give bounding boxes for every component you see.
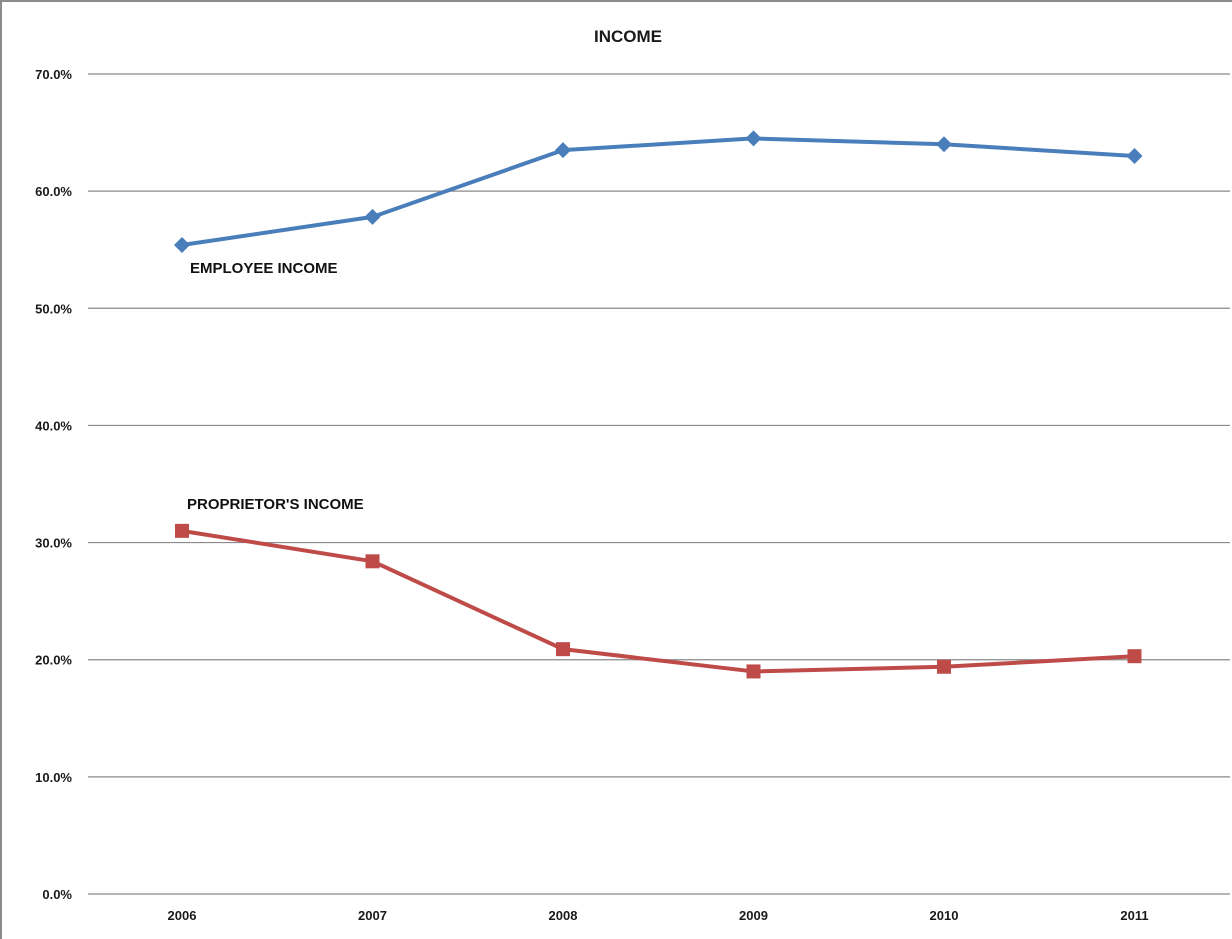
series-layer — [174, 130, 1143, 679]
y-tick-label: 70.0% — [35, 67, 72, 82]
data-point-marker — [175, 523, 189, 538]
data-point-marker — [556, 642, 570, 657]
data-point-marker — [936, 136, 952, 153]
y-tick-label: 0.0% — [42, 887, 72, 902]
y-tick-label: 30.0% — [35, 536, 72, 551]
x-tick-label: 2009 — [739, 908, 768, 923]
series-line-1 — [180, 528, 1137, 674]
data-point-marker — [365, 554, 380, 569]
x-tick-label: 2007 — [358, 908, 387, 923]
data-point-marker — [174, 237, 190, 254]
series-label-proprietors-income: PROPRIETOR'S INCOME — [187, 496, 364, 513]
y-axis-tick-labels: 0.0% 10.0% 20.0% 30.0% 40.0% 50.0% 60.0% 70.0% — [35, 67, 72, 902]
x-tick-label: 2006 — [168, 908, 197, 923]
data-point-marker — [364, 208, 381, 225]
chart-title: INCOME — [594, 27, 662, 46]
y-tick-label: 10.0% — [35, 770, 72, 785]
data-point-marker — [745, 130, 762, 147]
data-point-marker — [937, 659, 951, 674]
x-tick-label: 2010 — [930, 908, 959, 923]
x-tick-label: 2008 — [549, 908, 578, 923]
y-tick-label: 60.0% — [35, 184, 72, 199]
gridlines — [88, 73, 1230, 895]
data-point-marker — [555, 142, 571, 159]
data-point-marker — [1127, 649, 1142, 664]
y-tick-label: 20.0% — [35, 653, 72, 668]
data-point-marker — [1126, 148, 1143, 164]
x-axis-tick-labels: 2006 2007 2008 2009 2010 2011 — [168, 908, 1149, 923]
y-tick-label: 50.0% — [35, 301, 72, 316]
series-label-employee-income: EMPLOYEE INCOME — [190, 260, 338, 277]
y-tick-label: 40.0% — [35, 418, 72, 433]
series-line-0 — [180, 136, 1137, 248]
x-tick-label: 2011 — [1120, 908, 1148, 923]
data-point-marker — [746, 664, 761, 679]
